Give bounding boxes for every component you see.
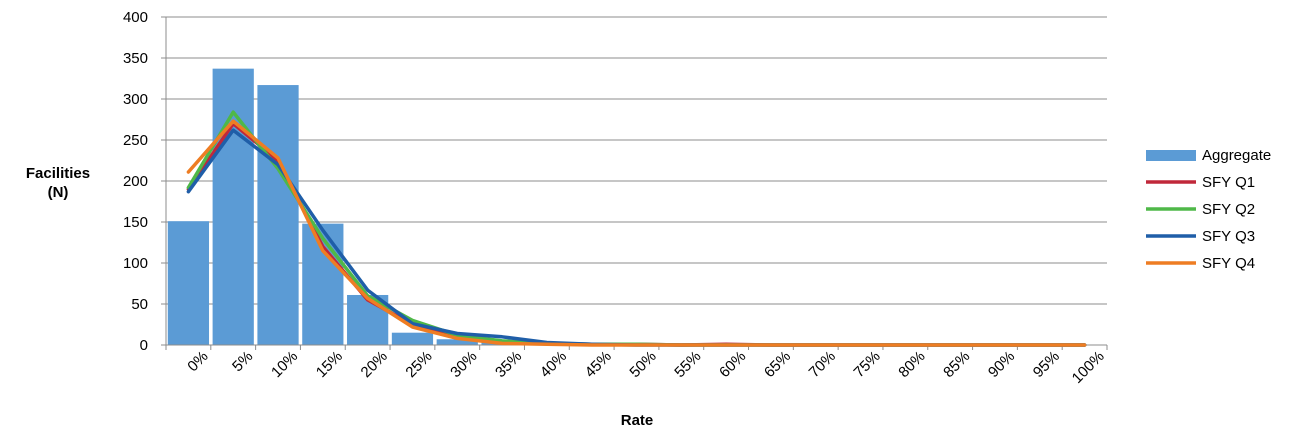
x-tick-label: 40%: [537, 348, 570, 381]
x-tick-label: 5%: [229, 348, 256, 375]
y-tick-label: 0: [140, 337, 148, 354]
x-tick-label: 100%: [1069, 348, 1108, 387]
x-tick-label: 45%: [582, 348, 615, 381]
y-tick-label: 50: [131, 296, 148, 313]
y-tick-label: 100: [123, 255, 148, 272]
legend: Aggregate SFY Q1 SFY Q2 SFY Q3 SFY Q4: [1146, 147, 1271, 272]
x-tick-label: 65%: [761, 348, 794, 381]
x-tick-label: 95%: [1030, 348, 1063, 381]
x-tick-label: 25%: [402, 348, 435, 381]
series-lines: [186, 110, 1087, 347]
x-tick-label: 50%: [626, 348, 659, 381]
x-tick-label: 80%: [895, 348, 928, 381]
x-tick-label: 30%: [447, 348, 480, 381]
x-tick-label: 10%: [268, 348, 301, 381]
x-tick-label: 55%: [671, 348, 704, 381]
legend-label: SFY Q4: [1202, 255, 1255, 272]
y-tick-label: 150: [123, 214, 148, 231]
x-tick-label: 75%: [851, 348, 884, 381]
x-tick-label: 0%: [184, 348, 211, 375]
y-tick-label: 200: [123, 173, 148, 190]
x-tick-label: 70%: [806, 348, 839, 381]
legend-label: SFY Q1: [1202, 174, 1255, 191]
series-line-sfy-q4: [186, 119, 1087, 347]
bar-30%: [436, 339, 478, 345]
x-tick-label: 20%: [358, 348, 391, 381]
y-tick-label: 400: [123, 9, 148, 26]
bar-25%: [391, 332, 434, 345]
x-tick-label: 90%: [985, 348, 1018, 381]
legend-swatch: [1146, 150, 1196, 161]
y-tick-label: 250: [123, 132, 148, 149]
y-tick-label: 300: [123, 91, 148, 108]
bar-15%: [302, 223, 344, 345]
legend-label: SFY Q2: [1202, 201, 1255, 218]
legend-label: Aggregate: [1202, 147, 1271, 164]
bar-10%: [257, 85, 299, 345]
bars: [167, 68, 613, 345]
x-axis-title: Rate: [621, 412, 654, 429]
x-tick-labels: 0% 5% 10% 15% 20% 25% 30% 35% 40% 45% 50% 55% 60% 65%…: [184, 348, 1108, 387]
y-axis-title-line2: (N): [48, 184, 69, 201]
legend-label: SFY Q3: [1202, 228, 1255, 245]
x-tick-label: 15%: [313, 348, 346, 381]
y-axis-title-line1: Facilities: [26, 165, 90, 182]
y-tick-label: 350: [123, 50, 148, 67]
x-tick-label: 85%: [940, 348, 973, 381]
x-tick-label: 35%: [492, 348, 525, 381]
bar-5%: [212, 68, 254, 345]
bar-0%: [167, 221, 210, 345]
y-tick-labels: 0 50 100 150 200 250 300 350 400: [123, 9, 148, 354]
x-tick-label: 60%: [716, 348, 749, 381]
